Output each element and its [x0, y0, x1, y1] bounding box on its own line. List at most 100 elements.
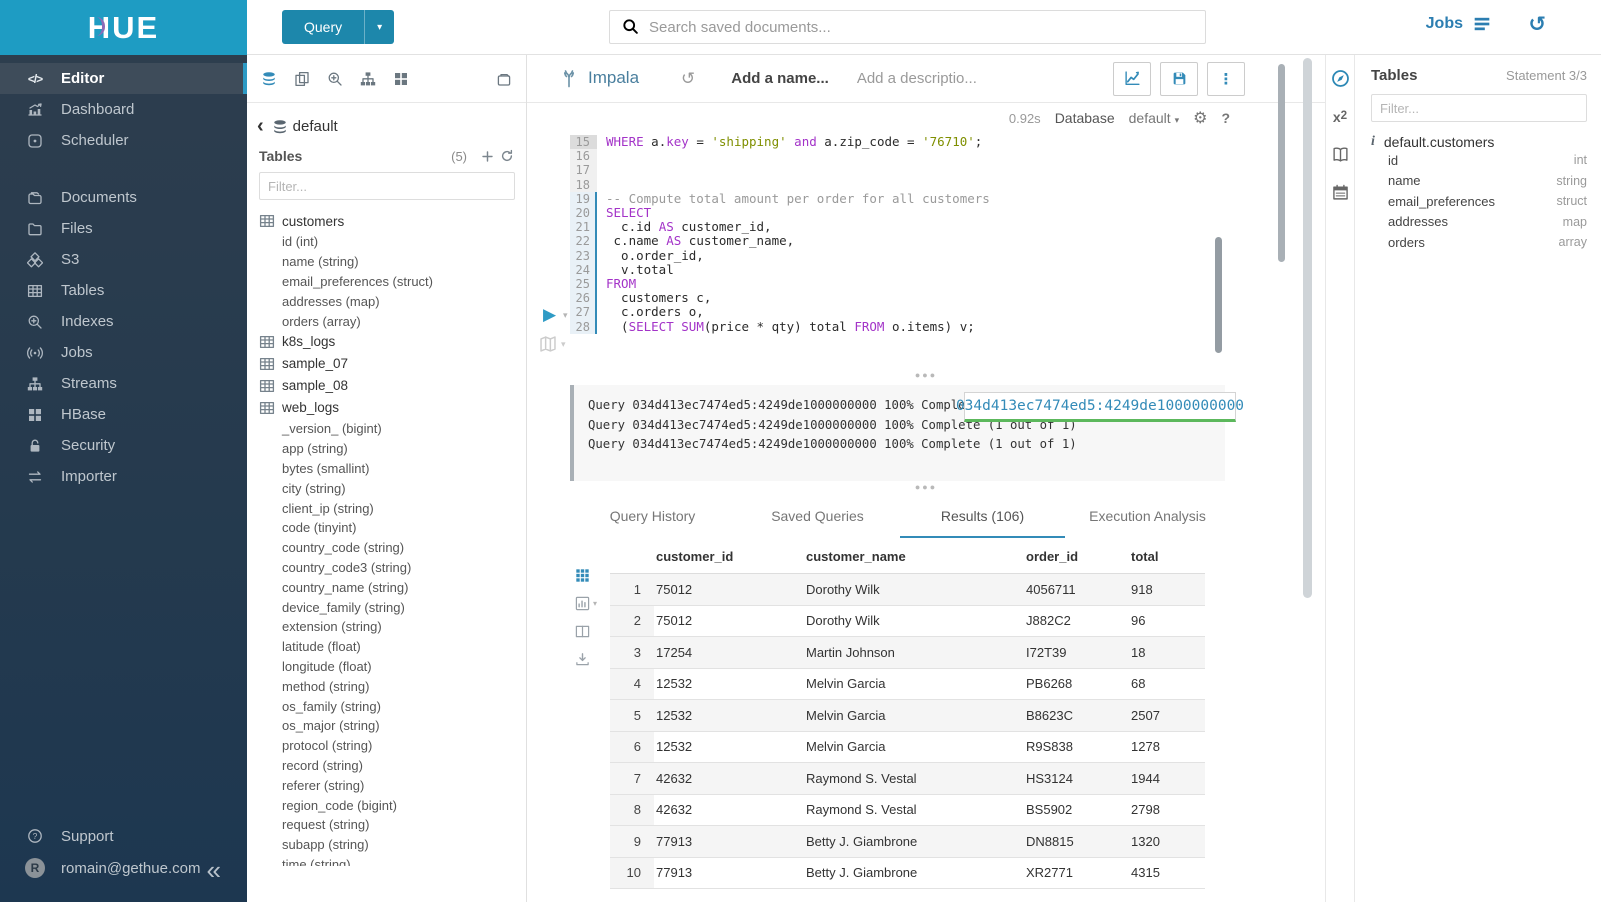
assist-column[interactable]: addresses (map): [282, 293, 380, 309]
table-row[interactable]: 6 12532 Melvin Garcia R9S838 1278: [610, 731, 1205, 763]
info-icon[interactable]: i: [1371, 134, 1375, 149]
add-icon[interactable]: [481, 150, 494, 163]
code-line[interactable]: 24 v.total: [570, 262, 1270, 278]
code-line[interactable]: 15 WHERE a.key = 'shipping' and a.zip_cod…: [570, 134, 1270, 150]
hue-logo[interactable]: HUE: [0, 0, 247, 55]
main-scrollbar[interactable]: [1278, 64, 1285, 262]
table-row[interactable]: 5 12532 Melvin Garcia B8623C 2507: [610, 699, 1205, 732]
database-select[interactable]: default ▾: [1128, 110, 1180, 126]
query-button-label[interactable]: Query: [304, 19, 343, 35]
code-line[interactable]: 16: [570, 149, 1270, 164]
refresh-icon[interactable]: [500, 149, 514, 163]
search-input[interactable]: [649, 18, 1193, 36]
save-button[interactable]: [1160, 62, 1198, 96]
assist-column[interactable]: client_ip (string): [282, 500, 374, 516]
column-header-customer_id[interactable]: customer_id: [654, 540, 804, 574]
table-row[interactable]: 9 77913 Betty J. Giambrone DN8815 1320: [610, 825, 1205, 858]
code-line[interactable]: 23 o.order_id,: [570, 248, 1270, 263]
assist-table-web_logs[interactable]: web_logs: [259, 397, 514, 419]
code-line[interactable]: 28 (SELECT SUM(price * qty) total FROM o…: [570, 319, 1270, 334]
sidebar-item-support[interactable]: ? Support: [0, 820, 247, 852]
sidebar-item-hbase[interactable]: HBase: [0, 399, 247, 430]
assist-column[interactable]: subapp (string): [282, 837, 369, 853]
chart-type-caret[interactable]: ▾: [593, 599, 598, 608]
assist-column[interactable]: latitude (float): [282, 639, 361, 655]
book-icon[interactable]: [1332, 146, 1349, 163]
assist-column[interactable]: method (string): [282, 678, 370, 694]
snippet-description-field[interactable]: Add a descriptio...: [856, 70, 977, 87]
right-panel-column-addresses[interactable]: addresses map: [1371, 212, 1587, 233]
jobs-link[interactable]: Jobs: [1426, 15, 1491, 33]
query-button[interactable]: Query ▾: [282, 10, 395, 44]
code-line[interactable]: 22 c.name AS customer_name,: [570, 234, 1270, 249]
assist-column[interactable]: bytes (smallint): [282, 460, 370, 476]
assist-table-sample_07[interactable]: sample_07: [259, 353, 514, 375]
minimap-icon[interactable]: [539, 335, 557, 353]
column-header-order_id[interactable]: order_id: [1024, 540, 1129, 574]
more-options-button[interactable]: ⋮: [1207, 62, 1245, 96]
assist-column[interactable]: app (string): [282, 441, 348, 457]
sidebar-item-files[interactable]: Files: [0, 213, 247, 244]
assist-column[interactable]: os_family (string): [282, 698, 381, 714]
compass-icon[interactable]: [1331, 69, 1350, 88]
assist-column[interactable]: referer (string): [282, 777, 365, 793]
help-icon[interactable]: ?: [1221, 110, 1230, 126]
assist-table-k8s_logs[interactable]: k8s_logs: [259, 331, 514, 353]
engine-selector[interactable]: Impala: [559, 68, 639, 89]
right-panel-column-name[interactable]: name string: [1371, 171, 1587, 192]
search-plus-icon[interactable]: [327, 71, 343, 87]
database-name[interactable]: default: [292, 118, 338, 135]
table-row[interactable]: 8 42632 Raymond S. Vestal BS5902 2798: [610, 794, 1205, 826]
table-row[interactable]: 4 12532 Melvin Garcia PB6268 68: [610, 668, 1205, 700]
code-line[interactable]: 18: [570, 177, 1270, 192]
assist-column[interactable]: email_preferences (struct): [282, 273, 433, 289]
table-name[interactable]: default.customers: [1383, 134, 1495, 150]
assist-column[interactable]: time (string): [282, 856, 351, 866]
bag-icon[interactable]: [496, 71, 512, 87]
assist-filter-input[interactable]: [259, 172, 515, 200]
right-panel-table[interactable]: i default.customers: [1371, 134, 1587, 150]
run-options-caret[interactable]: ▾: [563, 310, 568, 320]
sidebar-item-tables[interactable]: Tables: [0, 275, 247, 306]
copy-icon[interactable]: [294, 71, 310, 87]
assist-column[interactable]: id (int): [282, 234, 319, 250]
table-row[interactable]: 2 75012 Dorothy Wilk J882C2 96: [610, 605, 1205, 637]
assist-column[interactable]: orders (array): [282, 313, 361, 329]
right-panel-column-id[interactable]: id int: [1371, 150, 1587, 171]
editor-scrollbar[interactable]: [1215, 237, 1222, 353]
table-row[interactable]: 1 75012 Dorothy Wilk 4056711 918: [610, 573, 1205, 606]
sidebar-item-documents[interactable]: Documents: [0, 182, 247, 213]
resize-handle[interactable]: ●●●: [914, 370, 938, 380]
grid2-icon[interactable]: [393, 71, 409, 87]
sidebar-item-importer[interactable]: Importer: [0, 461, 247, 492]
sidebar-item-streams[interactable]: Streams: [0, 368, 247, 399]
sidebar-item-dashboard[interactable]: Dashboard: [0, 94, 247, 125]
assist-column[interactable]: region_code (bigint): [282, 797, 397, 813]
global-search[interactable]: [609, 10, 1206, 44]
sidebar-collapse-icon[interactable]: «: [206, 855, 221, 885]
code-line[interactable]: 17: [570, 163, 1270, 178]
sitemap-icon[interactable]: [360, 71, 376, 87]
assist-table-sample_08[interactable]: sample_08: [259, 375, 514, 397]
code-line[interactable]: 20 SELECT: [570, 205, 1270, 221]
settings-gear-icon[interactable]: ⚙: [1193, 110, 1208, 127]
download-icon[interactable]: [575, 652, 597, 667]
sidebar-item-indexes[interactable]: Indexes: [0, 306, 247, 337]
columns-icon[interactable]: [575, 624, 597, 639]
right-panel-column-email_preferences[interactable]: email_preferences struct: [1371, 191, 1587, 212]
snippet-history-icon[interactable]: ↺: [681, 68, 696, 88]
column-header-customer_name[interactable]: customer_name: [804, 540, 1024, 574]
assist-column[interactable]: _version_ (bigint): [282, 421, 382, 437]
calendar-icon[interactable]: [1332, 184, 1349, 201]
code-line[interactable]: 27 c.orders o,: [570, 305, 1270, 320]
database-icon[interactable]: [261, 71, 277, 87]
assist-column[interactable]: city (string): [282, 480, 346, 496]
tab-saved-queries[interactable]: Saved Queries: [771, 508, 864, 524]
sidebar-item-jobs[interactable]: Jobs: [0, 337, 247, 368]
column-header-total[interactable]: total: [1129, 540, 1205, 574]
assist-column[interactable]: request (string): [282, 817, 370, 833]
assist-column[interactable]: longitude (float): [282, 658, 372, 674]
sidebar-item-security[interactable]: Security: [0, 430, 247, 461]
back-chevron-icon[interactable]: ‹: [257, 115, 264, 137]
